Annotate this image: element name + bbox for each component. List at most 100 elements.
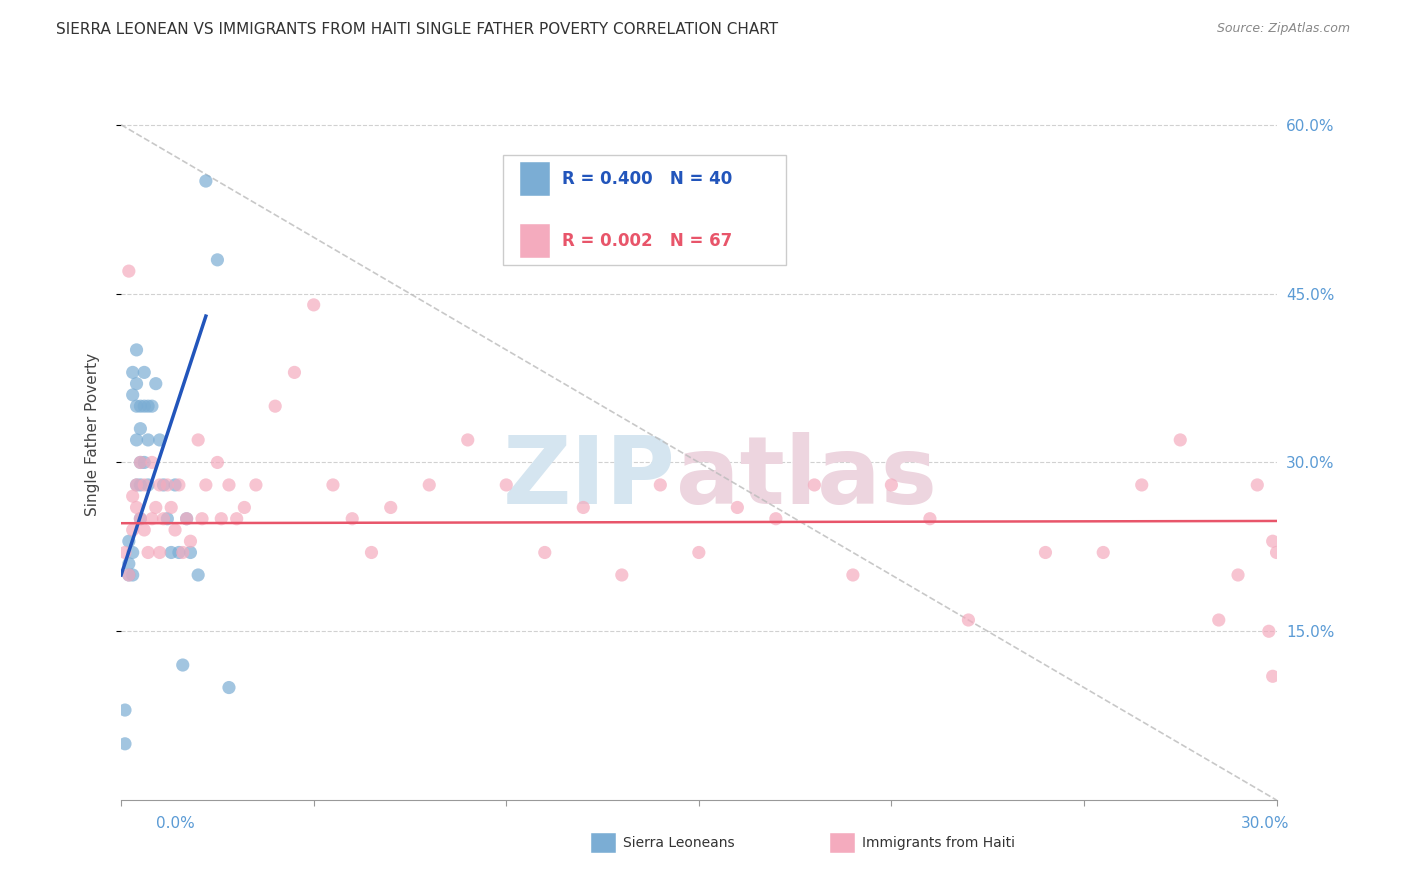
Point xyxy=(650,478,672,492)
Point xyxy=(129,422,152,436)
Point xyxy=(179,545,201,559)
Point xyxy=(149,433,172,447)
Y-axis label: Single Father Poverty: Single Father Poverty xyxy=(86,352,100,516)
Point xyxy=(688,545,710,559)
Point xyxy=(245,478,267,492)
Point xyxy=(160,545,183,559)
Text: SIERRA LEONEAN VS IMMIGRANTS FROM HAITI SINGLE FATHER POVERTY CORRELATION CHART: SIERRA LEONEAN VS IMMIGRANTS FROM HAITI … xyxy=(56,22,779,37)
Point xyxy=(136,433,159,447)
Point xyxy=(141,512,163,526)
Point xyxy=(165,523,187,537)
Point xyxy=(1265,545,1288,559)
Point xyxy=(191,512,214,526)
Point xyxy=(172,658,194,673)
Point xyxy=(121,545,143,559)
Point xyxy=(125,343,148,357)
Text: Source: ZipAtlas.com: Source: ZipAtlas.com xyxy=(1216,22,1350,36)
Point xyxy=(803,478,825,492)
Point xyxy=(572,500,595,515)
Point xyxy=(1130,478,1153,492)
Point xyxy=(134,399,156,413)
Point xyxy=(136,478,159,492)
Point xyxy=(156,478,179,492)
Text: R = 0.400   N = 40: R = 0.400 N = 40 xyxy=(562,170,733,188)
Point xyxy=(134,523,156,537)
Point xyxy=(418,478,440,492)
Point xyxy=(176,512,198,526)
Point xyxy=(233,500,256,515)
Point xyxy=(725,500,748,515)
Point xyxy=(114,545,136,559)
Point xyxy=(187,433,209,447)
Point xyxy=(125,376,148,391)
Text: 30.0%: 30.0% xyxy=(1241,816,1289,831)
Point xyxy=(141,399,163,413)
Point xyxy=(264,399,287,413)
Point xyxy=(1261,534,1284,549)
Point xyxy=(129,478,152,492)
Text: ZIP: ZIP xyxy=(503,433,676,524)
Point xyxy=(129,399,152,413)
Point xyxy=(121,489,143,503)
Point xyxy=(121,388,143,402)
Point xyxy=(149,478,172,492)
Point xyxy=(118,568,141,582)
Point xyxy=(129,455,152,469)
Point xyxy=(207,252,229,267)
Point xyxy=(149,545,172,559)
Point xyxy=(209,512,232,526)
Point xyxy=(114,737,136,751)
Point xyxy=(145,500,167,515)
Point xyxy=(118,264,141,278)
Point xyxy=(360,545,382,559)
Point xyxy=(152,478,174,492)
Point xyxy=(167,545,190,559)
Text: atlas: atlas xyxy=(676,433,936,524)
Point xyxy=(1261,669,1284,683)
Text: Sierra Leoneans: Sierra Leoneans xyxy=(623,836,734,850)
Point xyxy=(842,568,865,582)
Point xyxy=(1035,545,1057,559)
Point xyxy=(302,298,325,312)
Text: R = 0.002   N = 67: R = 0.002 N = 67 xyxy=(562,232,733,250)
Point xyxy=(114,703,136,717)
Point xyxy=(225,512,247,526)
Point xyxy=(880,478,903,492)
Point xyxy=(342,512,364,526)
Point xyxy=(125,478,148,492)
Point xyxy=(218,681,240,695)
Point xyxy=(1208,613,1230,627)
Point xyxy=(957,613,980,627)
Point xyxy=(457,433,479,447)
Point xyxy=(129,512,152,526)
Point xyxy=(283,365,305,379)
Point xyxy=(134,455,156,469)
Point xyxy=(533,545,555,559)
Point xyxy=(121,365,143,379)
Point xyxy=(125,478,148,492)
Point xyxy=(145,376,167,391)
Point xyxy=(125,500,148,515)
Point xyxy=(118,557,141,571)
Point xyxy=(1092,545,1115,559)
Point xyxy=(1257,624,1279,639)
Point xyxy=(322,478,344,492)
Point xyxy=(167,478,190,492)
Point xyxy=(1246,478,1268,492)
Point xyxy=(134,365,156,379)
Point xyxy=(129,455,152,469)
Point xyxy=(1168,433,1191,447)
Point xyxy=(918,512,941,526)
Text: Immigrants from Haiti: Immigrants from Haiti xyxy=(862,836,1015,850)
Point xyxy=(765,512,787,526)
Point xyxy=(160,500,183,515)
Point xyxy=(1227,568,1250,582)
Point xyxy=(218,478,240,492)
Point xyxy=(152,512,174,526)
Point xyxy=(121,523,143,537)
Point xyxy=(125,433,148,447)
Point xyxy=(134,478,156,492)
Point xyxy=(176,512,198,526)
Point xyxy=(125,399,148,413)
Point xyxy=(194,174,217,188)
